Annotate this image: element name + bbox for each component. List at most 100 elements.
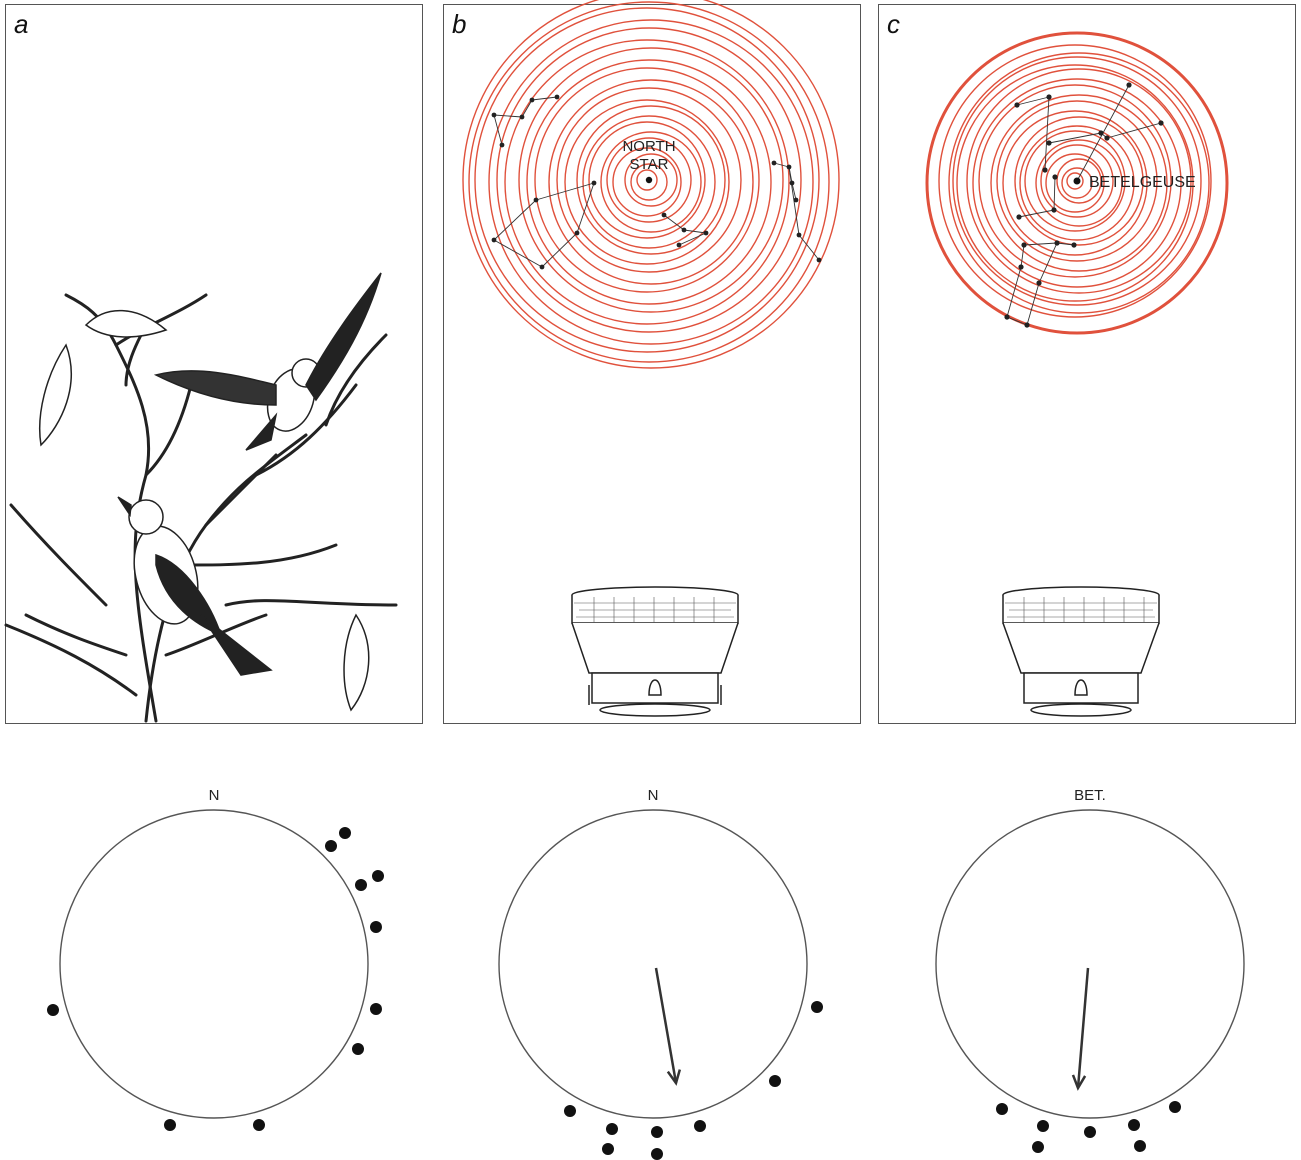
star <box>529 97 535 103</box>
orientation-dot <box>1169 1101 1181 1113</box>
constellation-line <box>1006 266 1022 318</box>
constellation-line <box>791 182 797 201</box>
orientation-dot <box>372 870 384 882</box>
circle-2-label: N <box>647 787 659 804</box>
star <box>816 257 822 263</box>
star <box>533 197 539 203</box>
star-trail-ring <box>588 121 706 239</box>
star <box>539 264 545 270</box>
star-trail-ring <box>996 100 1158 262</box>
star <box>661 212 667 218</box>
star-trail-ring <box>952 56 1202 306</box>
panel-a-letter: a <box>14 9 29 39</box>
star-trail-ring <box>488 19 814 345</box>
orientation-dot <box>325 840 337 852</box>
star <box>1016 214 1022 220</box>
star <box>1126 82 1132 88</box>
star <box>1042 167 1048 173</box>
star-trail-ring <box>496 27 802 333</box>
star <box>681 227 687 233</box>
orientation-dot <box>352 1043 364 1055</box>
orientation-dot <box>651 1148 663 1160</box>
star <box>1098 130 1104 136</box>
star-trail-ring <box>612 147 682 217</box>
star <box>1004 314 1010 320</box>
star-trail-ring <box>1056 158 1102 204</box>
star <box>1054 240 1060 246</box>
star <box>771 160 777 166</box>
orientation-dot <box>253 1119 265 1131</box>
constellation-line <box>1056 242 1075 246</box>
betelgeuse-star <box>1073 177 1081 185</box>
star-trail-ring <box>990 94 1168 272</box>
constellation-line <box>1038 242 1058 284</box>
orientation-dot <box>370 921 382 933</box>
orientation-dot <box>164 1119 176 1131</box>
orientation-dot <box>1032 1141 1044 1153</box>
birds-illustration <box>4 272 398 723</box>
betelgeuse-label: BETELGEUSE <box>1089 174 1196 191</box>
star-trail-ring <box>956 64 1194 302</box>
constellation-line <box>1053 176 1056 211</box>
constellation-line <box>493 114 503 146</box>
star-trail-ring <box>1066 172 1084 190</box>
orientation-dot <box>564 1105 576 1117</box>
constellation-line <box>773 162 790 168</box>
star-trail-ring <box>564 99 730 265</box>
star <box>1014 102 1020 108</box>
star-trail-ring <box>548 79 754 285</box>
star-trail-ring <box>518 47 784 313</box>
constellation-line <box>1023 242 1058 246</box>
star <box>703 230 709 236</box>
star <box>796 232 802 238</box>
orientation-dot <box>1134 1140 1146 1152</box>
orientation-dot <box>1084 1126 1096 1138</box>
star <box>499 142 505 148</box>
constellation-line <box>576 182 595 234</box>
star <box>1051 207 1057 213</box>
star <box>1046 140 1052 146</box>
star <box>1104 135 1110 141</box>
orientation-dot <box>769 1075 781 1087</box>
star-trail-ring <box>474 7 820 353</box>
star-trail-ring <box>576 105 726 255</box>
arrowhead <box>1071 1074 1087 1091</box>
star <box>1071 242 1077 248</box>
star <box>491 112 497 118</box>
star-trail-ring <box>978 84 1172 278</box>
star-trail-ring <box>1014 116 1144 246</box>
mean-direction-arrow <box>654 967 678 1084</box>
north-star-label-line: NORTH <box>622 138 675 155</box>
circle-3-label: BET. <box>1074 787 1106 804</box>
constellation-line <box>1044 96 1050 171</box>
constellation-line <box>493 239 543 268</box>
orientation-circle <box>498 809 808 1119</box>
orientation-dot <box>811 1001 823 1013</box>
constellation-line <box>521 99 533 118</box>
constellation-line <box>1018 209 1055 218</box>
orientation-dot <box>355 879 367 891</box>
constellation-line <box>798 234 820 261</box>
star <box>591 180 597 186</box>
star-trail-ring <box>1061 167 1093 199</box>
north-star <box>645 176 653 184</box>
orientation-dot <box>370 1003 382 1015</box>
orientation-dot <box>694 1120 706 1132</box>
orientation-dot <box>1128 1119 1140 1131</box>
orientation-dot <box>1037 1120 1049 1132</box>
star <box>574 230 580 236</box>
star <box>793 197 799 203</box>
star <box>676 242 682 248</box>
star-trail-ring <box>606 137 692 223</box>
star <box>1052 174 1058 180</box>
star <box>789 180 795 186</box>
betelgeuse-sky-chart: BETELGEUSE <box>925 31 1229 335</box>
star-trail-ring <box>925 31 1229 335</box>
constellation-line <box>1048 132 1102 144</box>
star <box>1158 120 1164 126</box>
star-trail-ring <box>966 68 1192 294</box>
mean-direction-arrow <box>1076 967 1090 1089</box>
panel-a: a <box>4 4 423 724</box>
constellation-line <box>535 182 595 201</box>
